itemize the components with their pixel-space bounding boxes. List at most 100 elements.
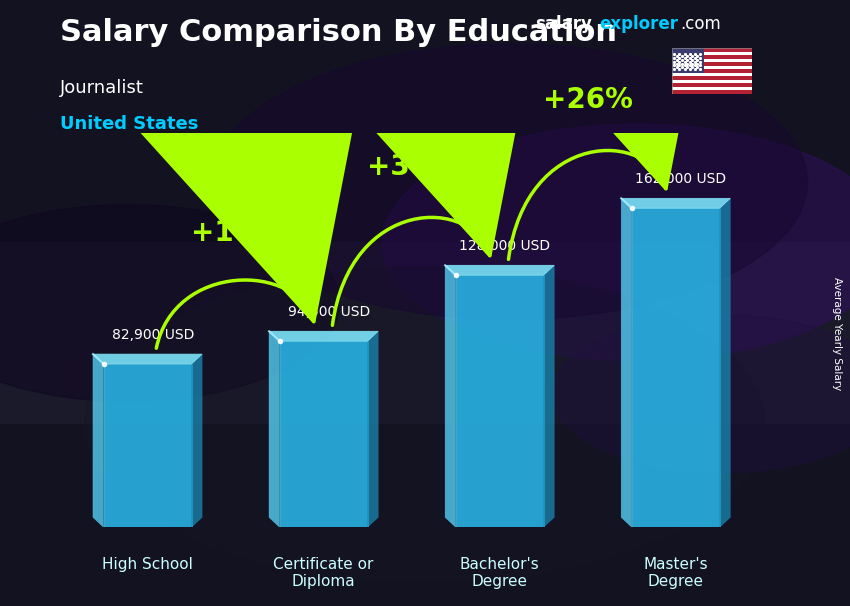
Bar	[0, 121, 850, 127]
Bar	[0, 164, 850, 170]
Bar	[0, 491, 850, 497]
Bar	[0, 473, 850, 479]
Bar	[0, 188, 850, 194]
Bar	[0, 109, 850, 115]
Bar	[0, 73, 850, 79]
Bar	[0, 345, 850, 351]
Bar	[0, 406, 850, 412]
Bar	[0, 30, 850, 36]
Bar	[0, 382, 850, 388]
Polygon shape	[191, 354, 202, 527]
Bar	[0, 539, 850, 545]
Bar	[0, 515, 850, 521]
Bar	[0, 503, 850, 509]
Bar	[0, 255, 850, 261]
Bar	[0, 12, 850, 18]
Bar	[0, 545, 850, 551]
Polygon shape	[621, 198, 632, 527]
Polygon shape	[269, 331, 280, 527]
Bar	[0, 230, 850, 236]
Bar	[0, 97, 850, 103]
Bar	[0, 388, 850, 394]
Bar	[672, 52, 752, 56]
Bar	[0, 285, 850, 291]
Polygon shape	[280, 341, 367, 527]
Text: Average Yearly Salary: Average Yearly Salary	[832, 277, 842, 390]
Bar	[0, 115, 850, 121]
Bar	[0, 182, 850, 188]
Bar	[0, 436, 850, 442]
Bar	[0, 521, 850, 527]
Bar	[0, 509, 850, 515]
Bar	[0, 236, 850, 242]
Bar	[0, 430, 850, 436]
Bar	[672, 73, 752, 76]
Bar	[672, 62, 752, 66]
Text: .com: .com	[680, 15, 721, 33]
Bar	[0, 533, 850, 539]
Bar	[0, 333, 850, 339]
Bar	[0, 224, 850, 230]
Polygon shape	[621, 198, 730, 208]
Bar	[672, 59, 752, 62]
Text: 162,000 USD: 162,000 USD	[636, 173, 727, 187]
Bar	[0, 176, 850, 182]
Polygon shape	[456, 275, 544, 527]
Bar	[0, 91, 850, 97]
Bar	[0, 158, 850, 164]
Text: explorer: explorer	[599, 15, 678, 33]
Text: +26%: +26%	[543, 85, 632, 114]
Bar	[0, 55, 850, 61]
Bar	[0, 242, 850, 248]
Bar	[0, 61, 850, 67]
Text: Salary Comparison By Education: Salary Comparison By Education	[60, 18, 616, 47]
Bar	[0, 448, 850, 454]
Bar	[0, 218, 850, 224]
Bar	[0, 558, 850, 564]
Text: Certificate or
Diploma: Certificate or Diploma	[274, 557, 374, 589]
Bar	[0, 376, 850, 382]
Bar	[0, 170, 850, 176]
Polygon shape	[544, 265, 554, 527]
Polygon shape	[367, 331, 378, 527]
Bar	[0, 442, 850, 448]
Bar	[0, 315, 850, 321]
Bar	[0, 358, 850, 364]
Bar	[0, 267, 850, 273]
Text: +36%: +36%	[366, 153, 456, 181]
Bar	[0, 527, 850, 533]
Bar	[0, 133, 850, 139]
Bar	[0, 309, 850, 315]
Bar	[0, 139, 850, 145]
Bar	[672, 66, 752, 70]
Bar	[0, 212, 850, 218]
Text: 128,000 USD: 128,000 USD	[459, 239, 551, 253]
Bar	[0, 551, 850, 558]
Bar	[0, 418, 850, 424]
Bar	[0, 485, 850, 491]
Bar	[0, 479, 850, 485]
Bar	[0, 42, 850, 48]
Bar	[0, 564, 850, 570]
Polygon shape	[672, 48, 704, 73]
Bar	[0, 67, 850, 73]
Bar	[672, 56, 752, 59]
Bar	[0, 85, 850, 91]
Bar	[0, 127, 850, 133]
Bar	[0, 48, 850, 55]
Bar	[672, 84, 752, 87]
Bar	[0, 248, 850, 255]
Bar	[0, 273, 850, 279]
Polygon shape	[93, 354, 104, 527]
Bar	[0, 576, 850, 582]
Bar	[0, 145, 850, 152]
Bar	[0, 424, 850, 430]
Bar	[0, 206, 850, 212]
Bar	[0, 297, 850, 303]
Bar	[0, 412, 850, 418]
Bar	[672, 70, 752, 73]
Bar	[0, 24, 850, 30]
Bar	[0, 103, 850, 109]
Bar	[0, 194, 850, 200]
Ellipse shape	[212, 44, 808, 319]
